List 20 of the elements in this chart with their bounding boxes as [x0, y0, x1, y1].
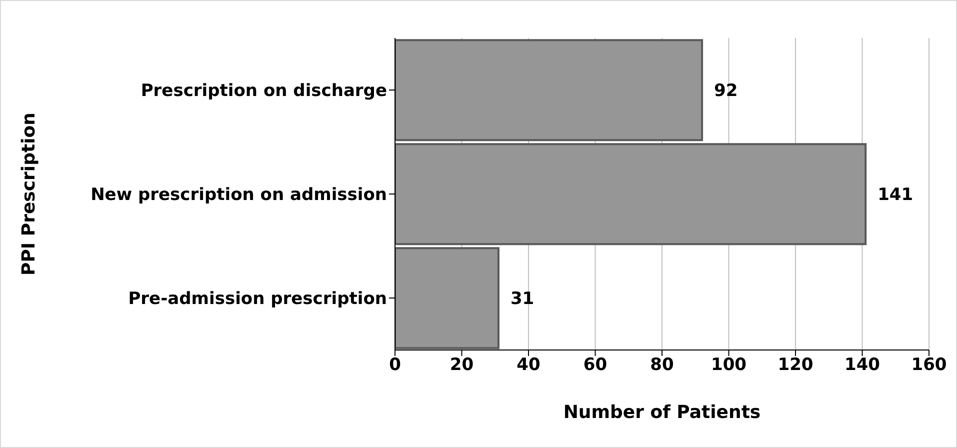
data-label: 141 — [878, 185, 914, 206]
x-tick-label: 160 — [911, 355, 947, 376]
bar — [395, 247, 500, 350]
x-tick-label: 80 — [650, 355, 674, 376]
bar — [395, 39, 704, 142]
x-tick-label: 140 — [844, 355, 880, 376]
x-tick-label: 20 — [450, 355, 474, 376]
y-tick-label: Prescription on discharge — [140, 81, 387, 102]
x-tick-label: 120 — [778, 355, 814, 376]
x-tick-label: 60 — [583, 355, 608, 376]
x-tick-label: 100 — [711, 355, 747, 376]
bar — [395, 143, 867, 246]
x-axis-title: Number of Patients — [563, 402, 761, 423]
x-tick-label: 0 — [389, 355, 402, 376]
data-label: 31 — [510, 289, 534, 310]
x-tick-label: 40 — [516, 355, 540, 376]
y-axis-title: PPI Prescription — [18, 112, 40, 276]
y-tick-label: Pre-admission prescription — [128, 289, 387, 310]
y-tick-label: New prescription on admission — [90, 185, 387, 206]
data-label: 92 — [714, 81, 738, 102]
